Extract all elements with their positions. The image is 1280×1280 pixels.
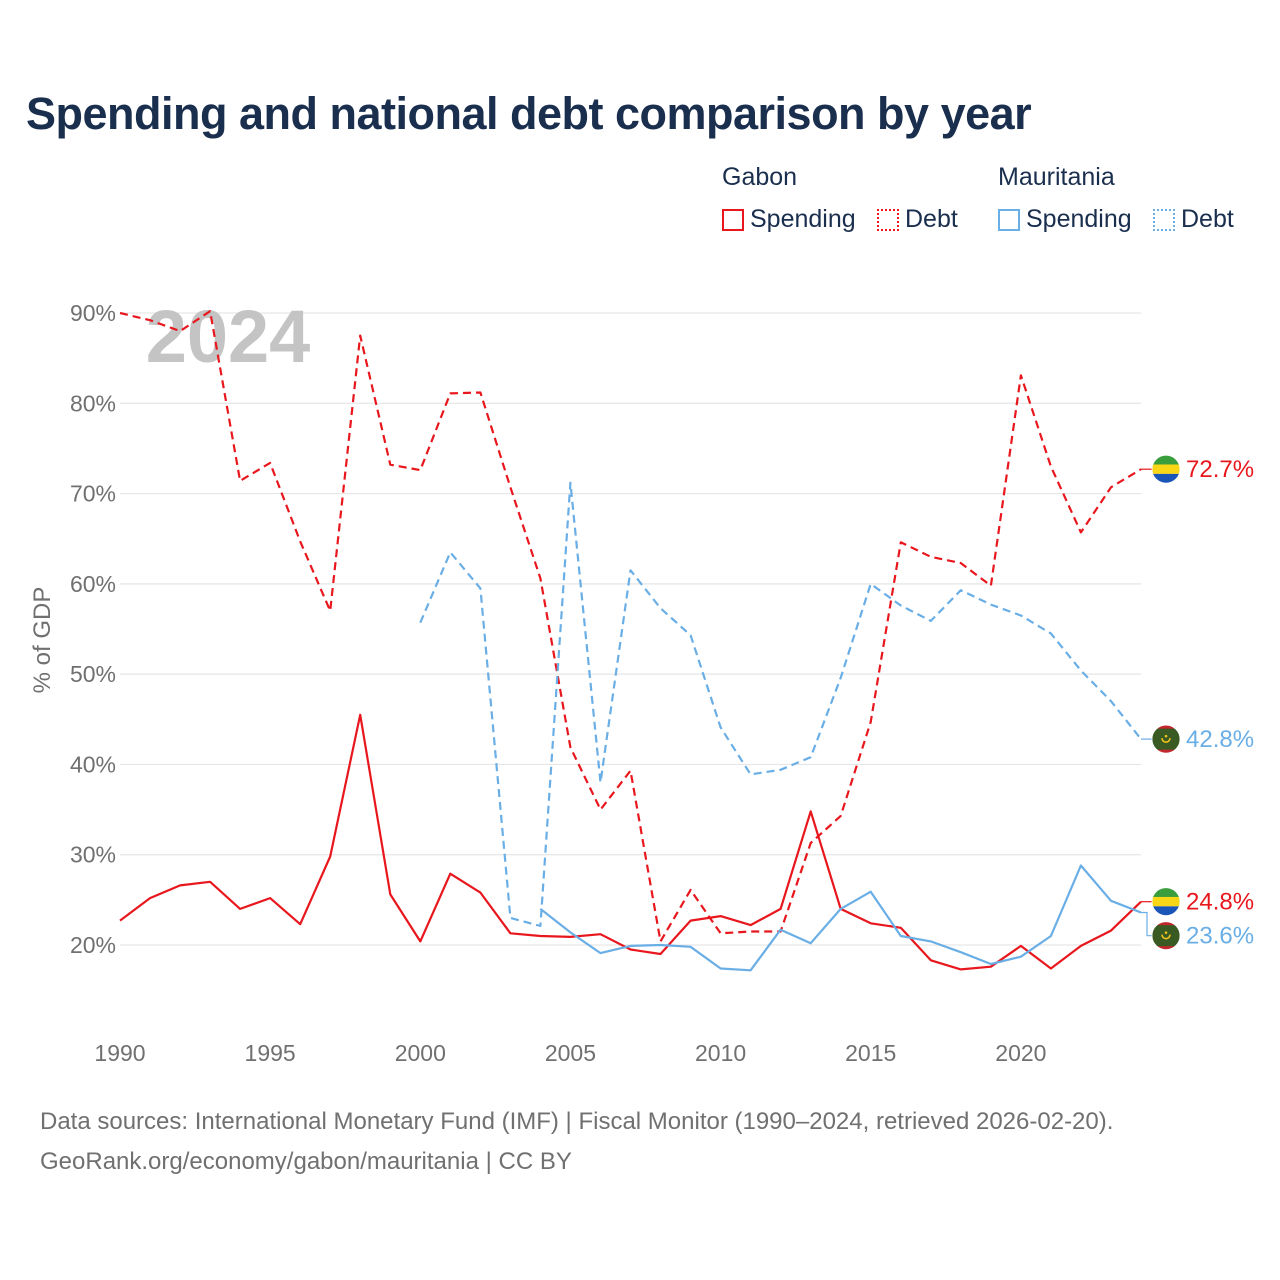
end-label-gabon-debt: 72.7% bbox=[1186, 456, 1254, 483]
x-tick-label: 2005 bbox=[545, 1040, 596, 1066]
y-tick-label: 30% bbox=[70, 842, 116, 868]
gabon-flag-icon bbox=[1151, 454, 1181, 484]
legend-gabon-spending[interactable]: Spending bbox=[722, 205, 856, 234]
y-tick-label: 20% bbox=[70, 932, 116, 958]
x-tick-label: 2000 bbox=[395, 1040, 446, 1066]
series-line-mauritania-spending[interactable] bbox=[539, 864, 1142, 972]
y-tick-label: 40% bbox=[70, 751, 116, 777]
y-axis: 20% 30% 40% 50% 60% 70% 80% 90% bbox=[70, 300, 116, 958]
y-tick-label: 50% bbox=[70, 661, 116, 687]
year-watermark: 2024 bbox=[146, 295, 311, 378]
x-axis: 1990 1995 2000 2005 2010 2015 2020 bbox=[94, 1040, 1046, 1066]
chart-title: Spending and national debt comparison by… bbox=[26, 88, 1032, 139]
gridlines bbox=[120, 312, 1141, 946]
gabon-flag-icon bbox=[1151, 887, 1181, 917]
series-line-gabon-debt[interactable] bbox=[119, 310, 1142, 943]
legend-swatch-mauritania-debt bbox=[1153, 208, 1175, 231]
legend-label-gabon-debt: Debt bbox=[905, 205, 958, 233]
footer-sources: Data sources: International Monetary Fun… bbox=[40, 1108, 1114, 1135]
legend-label-mauritania-spending: Spending bbox=[1026, 205, 1132, 233]
legend-gabon-debt[interactable]: Debt bbox=[877, 205, 958, 234]
end-label-gabon-spending: 24.8% bbox=[1186, 889, 1254, 916]
legend-mauritania-debt[interactable]: Debt bbox=[1153, 205, 1234, 234]
legend-label-gabon-spending: Spending bbox=[750, 205, 856, 233]
legend-group-mauritania: Mauritania bbox=[998, 163, 1115, 191]
end-label-mauritania-spending: 23.6% bbox=[1186, 923, 1254, 950]
x-tick-label: 2020 bbox=[995, 1040, 1046, 1066]
y-tick-label: 70% bbox=[70, 481, 116, 507]
legend-label-mauritania-debt: Debt bbox=[1181, 205, 1234, 233]
x-tick-label: 2010 bbox=[695, 1040, 746, 1066]
x-tick-label: 1995 bbox=[245, 1040, 296, 1066]
legend-group-gabon: Gabon bbox=[722, 163, 798, 191]
x-tick-label: 2015 bbox=[845, 1040, 896, 1066]
legend-swatch-gabon-spending bbox=[722, 208, 744, 231]
x-tick-label: 1990 bbox=[94, 1040, 145, 1066]
end-connector-mauritania-spending bbox=[1141, 911, 1152, 937]
series-line-mauritania-debt[interactable] bbox=[419, 481, 1142, 928]
y-tick-label: 60% bbox=[70, 571, 116, 597]
legend-swatch-mauritania-spending bbox=[998, 208, 1020, 231]
end-label-mauritania-debt: 42.8% bbox=[1186, 726, 1254, 753]
mauritania-flag-icon bbox=[1151, 921, 1181, 951]
mauritania-flag-icon bbox=[1151, 724, 1181, 754]
y-tick-label: 80% bbox=[70, 390, 116, 416]
end-labels: 72.7% 42.8% 24.8% 23.6% bbox=[1141, 454, 1254, 951]
footer-attribution: GeoRank.org/economy/gabon/mauritania | C… bbox=[40, 1148, 572, 1175]
legend-mauritania-spending[interactable]: Spending bbox=[998, 205, 1132, 234]
series-lines bbox=[119, 310, 1142, 972]
y-tick-label: 90% bbox=[70, 300, 116, 326]
legend-swatch-gabon-debt bbox=[877, 208, 899, 231]
y-axis-label: % of GDP bbox=[29, 587, 56, 694]
series-line-gabon-spending[interactable] bbox=[119, 713, 1142, 971]
